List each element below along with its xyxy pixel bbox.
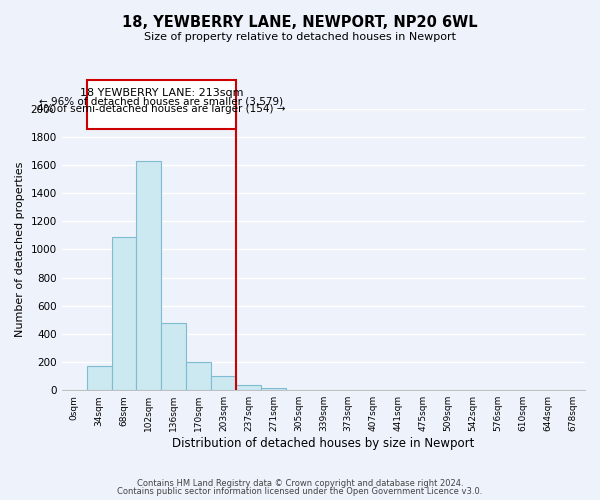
Bar	[112, 236, 136, 390]
Bar	[211, 376, 236, 390]
Text: Contains public sector information licensed under the Open Government Licence v3: Contains public sector information licen…	[118, 488, 482, 496]
Bar	[236, 386, 261, 390]
Text: Contains HM Land Registry data © Crown copyright and database right 2024.: Contains HM Land Registry data © Crown c…	[137, 478, 463, 488]
X-axis label: Distribution of detached houses by size in Newport: Distribution of detached houses by size …	[172, 437, 475, 450]
Bar	[86, 80, 236, 129]
Bar	[261, 388, 286, 390]
Bar	[186, 362, 211, 390]
Bar	[161, 322, 186, 390]
Text: 4% of semi-detached houses are larger (154) →: 4% of semi-detached houses are larger (1…	[37, 104, 286, 114]
Bar	[86, 366, 112, 390]
Text: ← 96% of detached houses are smaller (3,579): ← 96% of detached houses are smaller (3,…	[39, 96, 283, 106]
Bar	[136, 160, 161, 390]
Text: 18 YEWBERRY LANE: 213sqm: 18 YEWBERRY LANE: 213sqm	[80, 88, 243, 98]
Text: Size of property relative to detached houses in Newport: Size of property relative to detached ho…	[144, 32, 456, 42]
Text: 18, YEWBERRY LANE, NEWPORT, NP20 6WL: 18, YEWBERRY LANE, NEWPORT, NP20 6WL	[122, 15, 478, 30]
Y-axis label: Number of detached properties: Number of detached properties	[15, 162, 25, 337]
